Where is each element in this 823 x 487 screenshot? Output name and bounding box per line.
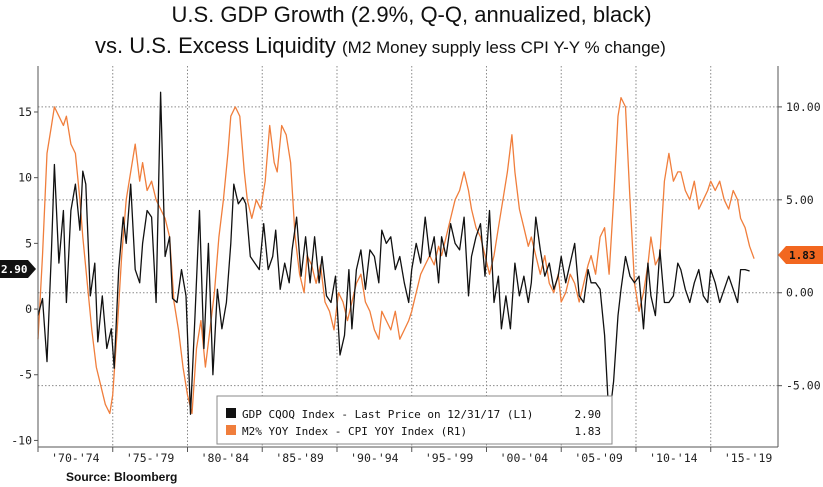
left-badge-text: 2.90 xyxy=(1,263,28,276)
legend-box xyxy=(216,395,613,445)
legend-label-gdp: GDP CQOQ Index - Last Price on 12/31/17 … xyxy=(242,408,533,421)
legend-swatch-m2 xyxy=(226,425,236,435)
legend-value-m2: 1.83 xyxy=(575,425,602,438)
x-tick-label: '80-'84 xyxy=(201,451,250,465)
subtitle-detail: (M2 Money supply less CPI Y-Y % change) xyxy=(342,38,666,57)
right-tick-label: 0.00 xyxy=(786,286,814,300)
right-badge-text: 1.83 xyxy=(789,249,816,262)
left-last-value-badge: 2.90 xyxy=(0,260,36,278)
x-tick-label: '70-'74 xyxy=(51,451,100,465)
right-axis-ticks: 10.00 5.00 0.00 -5.00 xyxy=(778,100,821,393)
left-axis-ticks: 15 10 5 0 -5 -10 xyxy=(11,105,38,447)
x-tick-label: '05-'09 xyxy=(574,451,623,465)
x-tick-label: '90-'94 xyxy=(350,451,399,465)
left-tick-label: 15 xyxy=(18,105,32,119)
series-lines xyxy=(37,91,755,422)
left-tick-label: 0 xyxy=(25,302,32,316)
legend: GDP CQOQ Index - Last Price on 12/31/17 … xyxy=(216,395,613,445)
right-tick-label: -5.00 xyxy=(786,379,821,393)
source-note: Source: Bloomberg xyxy=(66,470,178,484)
right-tick-label: 10.00 xyxy=(786,100,821,114)
legend-value-gdp: 2.90 xyxy=(575,408,602,421)
left-tick-label: 10 xyxy=(18,171,32,185)
right-badge-shape xyxy=(778,246,823,264)
x-tick-label: '10-'14 xyxy=(649,451,698,465)
chart-subtitle: vs. U.S. Excess Liquidity (M2 Money supp… xyxy=(95,33,666,59)
legend-label-m2: M2% YOY Index - CPI YOY Index (R1) xyxy=(242,425,467,438)
x-tick-label: '95-'99 xyxy=(425,451,474,465)
x-tick-label: '75-'79 xyxy=(126,451,175,465)
m2-series-line xyxy=(37,96,755,415)
gdp-series-line xyxy=(37,91,750,422)
left-tick-label: -5 xyxy=(18,368,32,382)
chart-title: U.S. GDP Growth (2.9%, Q-Q, annualized, … xyxy=(171,2,652,27)
left-tick-label: -10 xyxy=(11,433,32,447)
axes xyxy=(37,66,779,448)
gridlines xyxy=(38,66,778,447)
x-tick-label: '00-'04 xyxy=(500,451,549,465)
x-tick-label: '85-'89 xyxy=(275,451,324,465)
left-tick-label: 5 xyxy=(25,236,32,250)
legend-swatch-gdp xyxy=(226,408,236,418)
x-axis-ticks: '70-'74 '75-'79 '80-'84 '85-'89 '90-'94 '95-'… xyxy=(37,447,773,465)
right-tick-label: 5.00 xyxy=(786,193,814,207)
subtitle-main: vs. U.S. Excess Liquidity xyxy=(95,33,336,58)
right-last-value-badge: 1.83 xyxy=(778,246,823,264)
left-badge-shape xyxy=(0,260,36,278)
x-tick-label: '15-'19 xyxy=(724,451,773,465)
